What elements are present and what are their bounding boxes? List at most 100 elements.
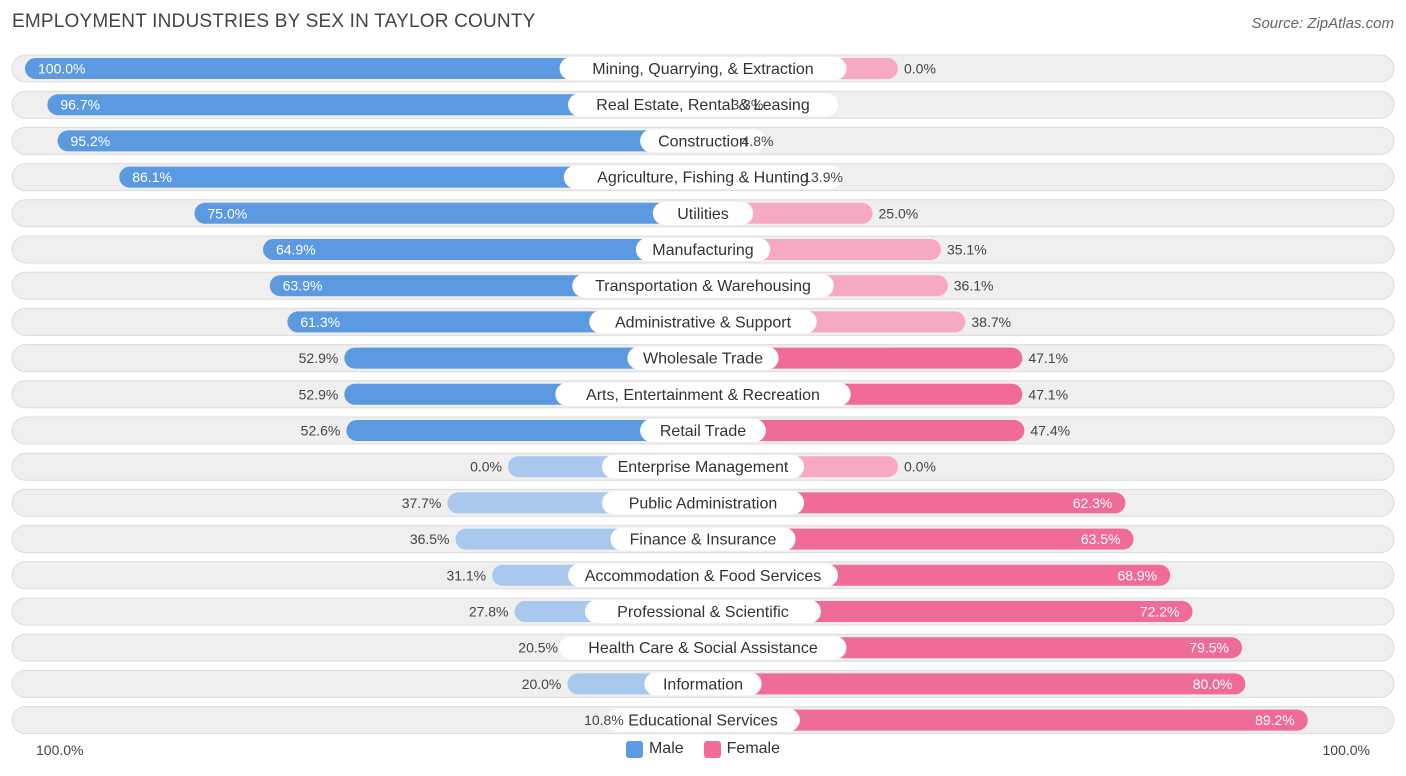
male-value-label: 86.1%	[132, 169, 172, 185]
female-value-label: 62.3%	[1073, 495, 1113, 511]
category-label: Mining, Quarrying, & Extraction	[592, 61, 813, 78]
chart-row: Accommodation & Food Services 31.1% 68.9%	[11, 561, 1395, 590]
male-value-label: 0.0%	[470, 459, 502, 475]
female-bar	[703, 528, 1134, 550]
category-label: Wholesale Trade	[643, 351, 763, 368]
male-value-label: 36.5%	[410, 531, 450, 547]
category-label-bg	[610, 527, 796, 551]
category-label-bg	[640, 129, 766, 153]
male-value-label: 61.3%	[300, 314, 340, 330]
female-value-label: 4.8%	[742, 133, 774, 149]
chart-row: Real Estate, Rental & Leasing 96.7% 3.3%	[11, 90, 1395, 119]
male-value-label: 52.6%	[301, 423, 341, 439]
chart-row: Agriculture, Fishing & Hunting 86.1% 13.9%	[11, 163, 1395, 192]
female-bar	[703, 420, 1025, 441]
category-label: Retail Trade	[660, 423, 746, 440]
axis-right-label: 100.0%	[1322, 742, 1370, 758]
category-label-bg	[601, 455, 805, 479]
male-value-label: 63.9%	[283, 278, 323, 294]
female-value-label: 25.0%	[879, 205, 919, 221]
axis-left-label: 100.0%	[36, 742, 84, 758]
legend-item-male[interactable]: Male	[625, 740, 684, 758]
male-value-label: 10.8%	[584, 712, 624, 728]
chart-row: Utilities 75.0% 25.0%	[11, 199, 1395, 228]
male-bar	[25, 58, 703, 79]
female-value-label: 13.9%	[803, 169, 843, 185]
male-bar	[346, 420, 703, 441]
female-value-label: 36.1%	[954, 278, 994, 294]
male-value-label: 100.0%	[38, 61, 85, 77]
category-label-bg	[644, 672, 762, 696]
category-label: Health Care & Social Assistance	[588, 640, 818, 657]
female-value-label: 89.2%	[1255, 712, 1295, 728]
category-label: Construction	[658, 133, 748, 150]
category-label: Enterprise Management	[618, 459, 789, 476]
bar-chart: Mining, Quarrying, & Extraction 100.0% 0.0…	[11, 54, 1395, 735]
female-value-label: 80.0%	[1193, 676, 1233, 692]
male-value-label: 52.9%	[299, 386, 339, 402]
female-swatch	[703, 740, 721, 758]
female-value-label: 47.1%	[1028, 386, 1068, 402]
male-swatch	[625, 740, 643, 758]
category-label-bg	[555, 382, 851, 406]
category-label: Utilities	[677, 206, 729, 223]
male-value-label: 96.7%	[60, 97, 100, 113]
source-label: Source: ZipAtlas.com	[1251, 15, 1394, 32]
male-bar	[344, 347, 703, 369]
female-bar	[703, 492, 1126, 514]
chart-row: Retail Trade 52.6% 47.4%	[11, 416, 1395, 445]
male-value-label: 75.0%	[208, 205, 248, 221]
male-value-label: 52.9%	[299, 350, 339, 366]
category-label-bg	[606, 708, 800, 732]
legend-item-female[interactable]: Female	[703, 740, 780, 758]
category-label-bg	[652, 201, 754, 225]
male-value-label: 27.8%	[469, 604, 509, 620]
chart-row: Arts, Entertainment & Recreation 52.9% 47.…	[11, 380, 1395, 409]
chart-row: Administrative & Support 61.3% 38.7%	[11, 307, 1395, 336]
male-value-label: 64.9%	[276, 242, 316, 258]
category-label-bg	[585, 600, 821, 623]
category-label-bg	[635, 238, 771, 261]
category-label: Manufacturing	[652, 242, 753, 259]
female-bar	[703, 709, 1308, 731]
female-value-label: 0.0%	[904, 61, 936, 77]
chart-row: Transportation & Warehousing 63.9% 36.1%	[11, 271, 1395, 300]
male-bar	[47, 94, 703, 116]
female-value-label: 38.7%	[971, 314, 1011, 330]
male-value-label: 37.7%	[402, 495, 442, 511]
female-bar	[703, 673, 1246, 695]
category-label-bg	[563, 165, 843, 189]
female-value-label: 47.1%	[1028, 350, 1068, 366]
chart-row: Finance & Insurance 36.5% 63.5%	[11, 525, 1395, 554]
female-value-label: 79.5%	[1189, 640, 1229, 656]
female-bar	[703, 601, 1193, 622]
category-label-bg	[640, 419, 766, 442]
chart-row: Health Care & Social Assistance 20.5% 79.5…	[11, 633, 1395, 662]
category-label-bg	[559, 636, 847, 660]
male-bar	[262, 239, 703, 260]
chart-row: Wholesale Trade 52.9% 47.1%	[11, 344, 1395, 373]
category-label-bg	[601, 491, 805, 515]
category-label-bg	[568, 563, 838, 587]
female-value-label: 35.1%	[947, 242, 987, 258]
category-label: Transportation & Warehousing	[595, 278, 811, 295]
category-label-bg	[589, 310, 817, 334]
chart-row: Public Administration 37.7% 62.3%	[11, 488, 1395, 517]
male-value-label: 20.5%	[518, 640, 558, 656]
female-value-label: 3.3%	[731, 97, 763, 113]
category-label: Finance & Insurance	[630, 532, 777, 549]
male-bar	[57, 130, 703, 152]
category-label: Agriculture, Fishing & Hunting	[597, 170, 809, 187]
female-value-label: 68.9%	[1117, 567, 1157, 583]
legend-male-label: Male	[648, 740, 684, 757]
chart-row: Information 20.0% 80.0%	[11, 669, 1395, 698]
category-label-bg	[559, 57, 847, 80]
female-value-label: 63.5%	[1081, 531, 1121, 547]
female-bar	[703, 347, 1023, 369]
female-value-label: 47.4%	[1030, 423, 1070, 439]
legend: Male Female	[0, 740, 1406, 758]
category-label: Information	[663, 676, 743, 693]
chart-row: Mining, Quarrying, & Extraction 100.0% 0.0…	[11, 54, 1395, 83]
male-value-label: 95.2%	[71, 133, 111, 149]
